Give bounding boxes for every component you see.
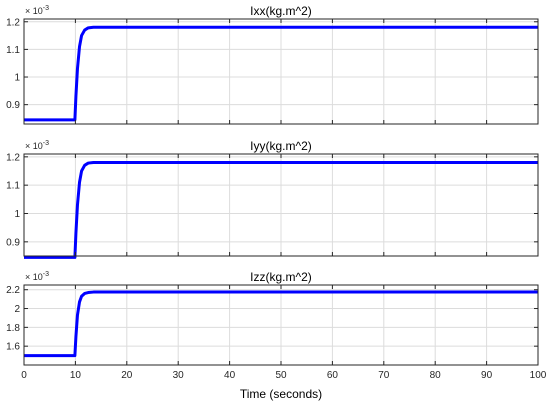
x-tick-label: 70: [378, 370, 390, 381]
exponent-base: × 10: [25, 6, 43, 16]
y-tick-label: 1.2: [6, 152, 20, 163]
exponent-base: × 10: [25, 272, 43, 282]
data-line-1: [24, 161, 538, 259]
y-tick-label: 1.2: [6, 17, 20, 28]
y-tick-label: 0.9: [6, 237, 20, 248]
y-tick-label: 1: [14, 73, 20, 84]
exponent-power: -3: [43, 271, 49, 278]
subplot-title: Ixx(kg.m^2): [250, 4, 312, 18]
y-exponent-label: × 10-3: [25, 5, 49, 16]
subplot-title: Izz(kg.m^2): [250, 270, 312, 284]
subplot-2: 0.9 1 1.1 1.2 × 10-3 Iyy(kg.m^2): [6, 139, 539, 259]
x-tick-label: 60: [327, 370, 339, 381]
y-tick-label: 1.1: [6, 181, 20, 192]
data-line-1: [24, 25, 538, 122]
y-tick-label: 1.1: [6, 45, 20, 56]
y-tick-label: 1.8: [6, 323, 20, 334]
x-tick-label: 50: [275, 370, 287, 381]
x-axis-label: Time (seconds): [240, 387, 322, 401]
subplot-1: 0.9 1 1.1 1.2 × 10-3 Ixx(kg.m^2): [6, 4, 539, 125]
x-tick-label: 0: [21, 370, 27, 381]
x-tick-label: 100: [530, 370, 547, 381]
x-tick-label: 10: [70, 370, 82, 381]
x-tick-label: 30: [173, 370, 185, 381]
exponent-power: -3: [43, 5, 49, 12]
y-tick-label: 2: [14, 304, 20, 315]
y-tick-label: 2.2: [6, 285, 20, 296]
y-tick-label: 0.9: [6, 100, 20, 111]
y-tick-label: 1.6: [6, 342, 20, 353]
y-tick-label: 1: [14, 209, 20, 220]
subplot-3: 1.6 1.8 2 2.2 0 10 20 30 40 50 60 70 80 90 100 × 10-3 Iz…: [6, 270, 547, 401]
y-exponent-label: × 10-3: [25, 140, 49, 151]
x-tick-label: 90: [481, 370, 493, 381]
y-exponent-label: × 10-3: [25, 271, 49, 282]
exponent-base: × 10: [25, 141, 43, 151]
x-tick-label: 80: [430, 370, 442, 381]
subplot-title: Iyy(kg.m^2): [250, 139, 312, 153]
data-line-1: [24, 290, 538, 358]
x-tick-label: 40: [224, 370, 236, 381]
x-tick-label: 20: [121, 370, 133, 381]
exponent-power: -3: [43, 140, 49, 147]
